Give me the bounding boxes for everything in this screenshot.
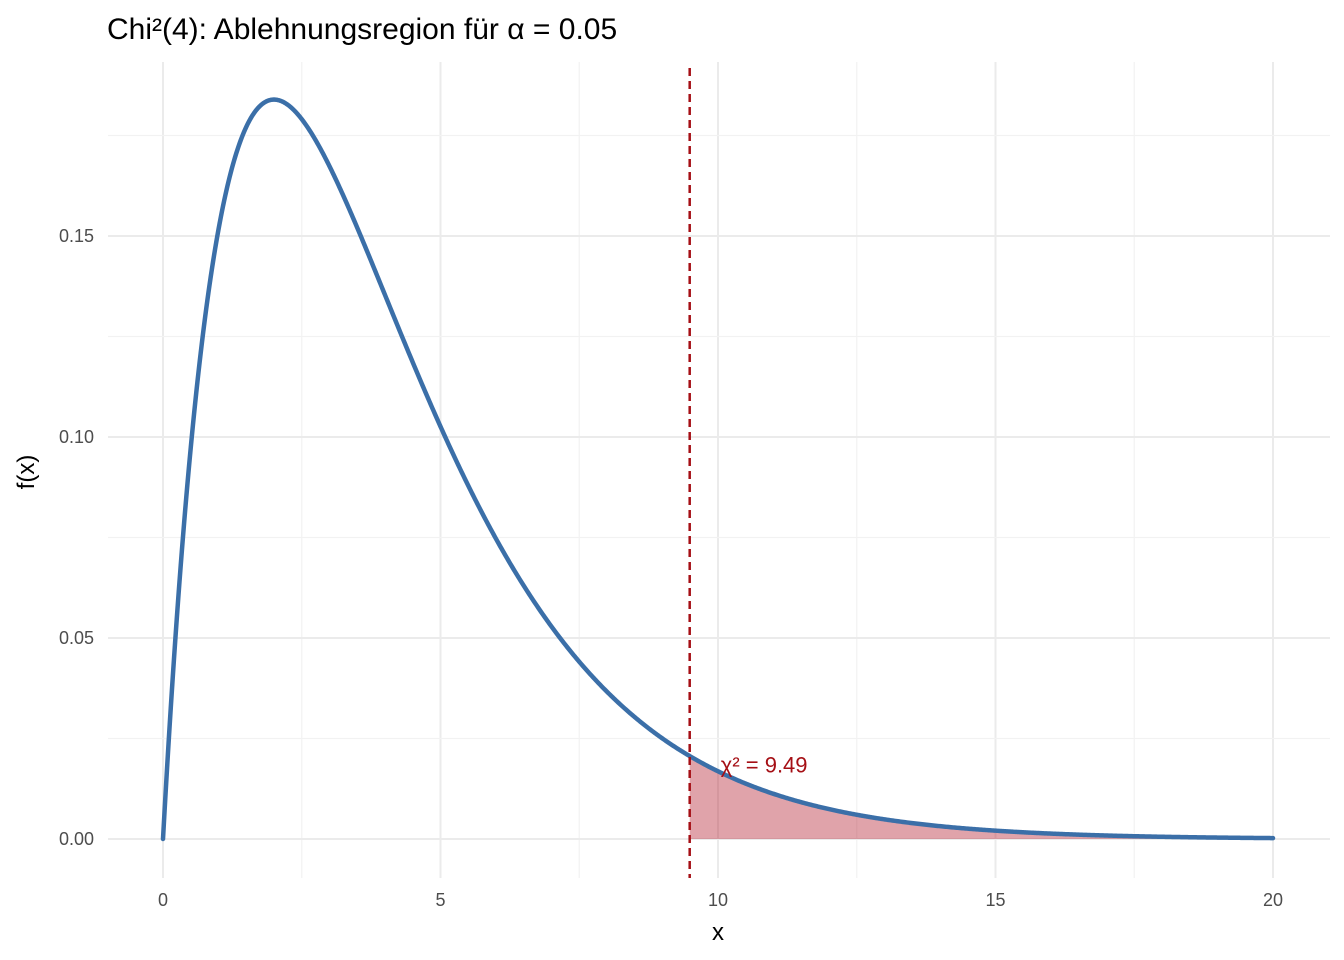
- series-layer: [160, 97, 1276, 842]
- x-tick-label: 20: [1263, 890, 1283, 910]
- chart-title: Chi²(4): Ablehnungsregion für α = 0.05: [107, 13, 617, 46]
- y-tick-label: 0.00: [59, 829, 94, 849]
- x-tick-label: 5: [435, 890, 445, 910]
- y-axis-ticks: 0.00 0.05 0.10 0.15: [59, 226, 94, 849]
- x-axis-ticks: 0 5 10 15 20: [158, 890, 1283, 910]
- x-axis-title: x: [712, 919, 724, 946]
- y-tick-label: 0.05: [59, 628, 94, 648]
- x-tick-label: 10: [708, 890, 728, 910]
- rejection-region-area: [689, 756, 1273, 839]
- y-axis-title: f(x): [13, 455, 40, 490]
- y-tick-label: 0.10: [59, 427, 94, 447]
- x-tick-label: 0: [158, 890, 168, 910]
- grid-lines: [108, 62, 1330, 878]
- x-tick-label: 15: [985, 890, 1005, 910]
- density-curve: [160, 97, 1276, 842]
- y-tick-label: 0.15: [59, 226, 94, 246]
- critical-value-annotation: χ² = 9.49: [721, 753, 808, 778]
- rejection-region-layer: [689, 756, 1273, 839]
